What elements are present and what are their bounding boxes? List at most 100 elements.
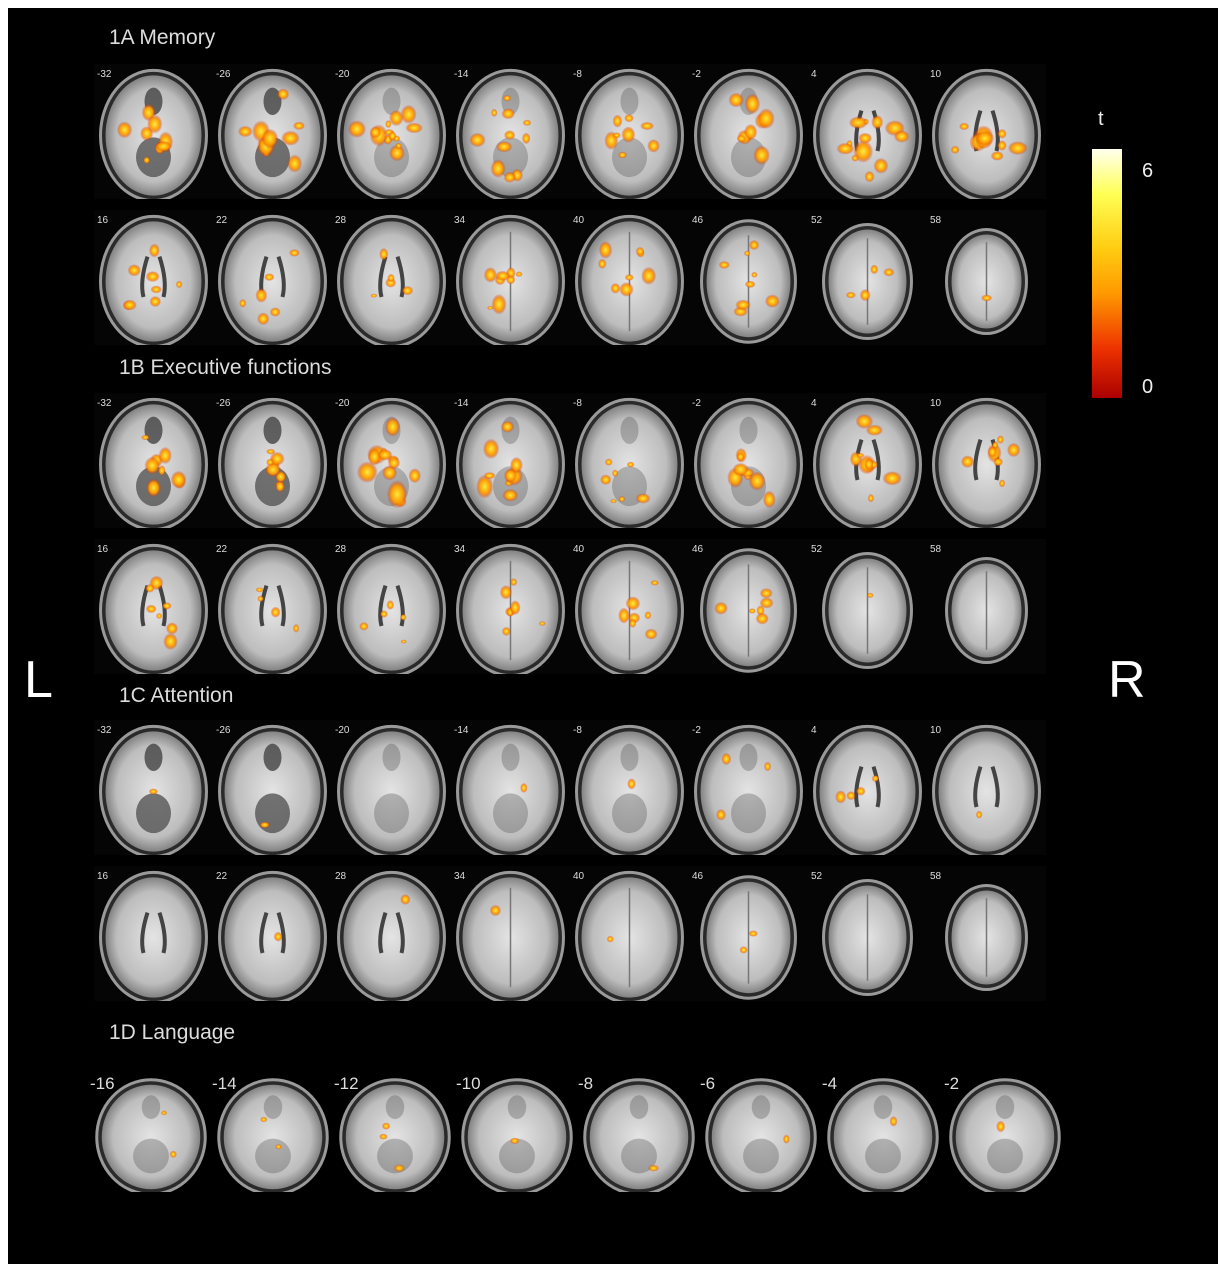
activation-cluster — [716, 809, 727, 821]
brain-slice-panel: 40 — [570, 866, 689, 1001]
brain-slice-image — [218, 543, 327, 674]
activation-cluster — [998, 479, 1006, 488]
activation-cluster — [387, 456, 401, 470]
slice-coordinate-label: 4 — [811, 69, 817, 80]
activation-cluster — [650, 580, 660, 586]
activation-cluster — [621, 126, 636, 143]
activation-cluster — [148, 788, 159, 795]
slice-coordinate-label: 4 — [811, 398, 817, 409]
activation-cluster — [289, 249, 300, 257]
brain-slice-image — [932, 724, 1041, 855]
activation-cluster — [625, 596, 641, 611]
activation-cluster — [865, 424, 883, 436]
brain-slice-panel: -32 — [94, 393, 213, 528]
brain-slice-panel: -32 — [94, 64, 213, 199]
activation-cluster — [993, 457, 1004, 467]
orbital-region — [141, 1095, 161, 1120]
brain-slice-image — [822, 551, 913, 670]
activation-cluster — [718, 261, 730, 269]
activation-cluster — [503, 130, 516, 140]
activation-cluster — [143, 156, 151, 164]
colorbar-title: t — [1098, 108, 1104, 130]
activation-cluster — [641, 266, 657, 285]
activation-cluster — [490, 159, 506, 178]
section-title-attention: 1C Attention — [119, 684, 234, 707]
orbital-region — [263, 87, 282, 116]
activation-cluster — [644, 611, 652, 620]
brain-slice-image — [218, 724, 327, 855]
activation-cluster — [743, 250, 751, 257]
activation-cluster — [864, 458, 874, 471]
brain-slice-panel: -6 — [700, 1074, 822, 1192]
activation-cluster — [482, 438, 500, 459]
activation-cluster — [500, 420, 515, 433]
brain-slice-panel: 4 — [808, 64, 927, 199]
activation-cluster — [257, 595, 264, 602]
brain-slice-panel: -14 — [451, 393, 570, 528]
activation-cluster — [145, 583, 155, 593]
orbital-region — [620, 416, 639, 445]
activation-cluster — [377, 449, 393, 461]
left-ventricle — [259, 585, 269, 627]
activation-cluster — [612, 114, 623, 128]
brain-slice-image — [700, 875, 797, 1000]
brain-slice-image — [337, 870, 446, 1001]
slice-coordinate-label: 46 — [692, 871, 704, 882]
activation-cluster — [487, 305, 494, 310]
slice-coordinate-label: 22 — [216, 871, 228, 882]
orbital-region — [263, 416, 282, 445]
brain-tissue — [467, 1084, 567, 1190]
activation-cluster — [175, 280, 183, 289]
brain-slice-panel: -8 — [578, 1074, 700, 1192]
activation-cluster — [598, 258, 607, 269]
activation-cluster — [483, 267, 497, 283]
activation-cluster — [743, 123, 758, 141]
cerebellum-region — [731, 793, 766, 834]
activation-cluster — [538, 621, 546, 626]
activation-cluster — [835, 790, 847, 804]
orbital-region — [629, 1095, 649, 1120]
colorbar-max-label: 6 — [1142, 160, 1154, 182]
brain-slice-image — [218, 68, 327, 199]
activation-cluster — [617, 151, 628, 159]
slice-coordinate-label: 40 — [573, 871, 585, 882]
activation-cluster — [759, 588, 773, 599]
activation-cluster — [735, 299, 751, 311]
orbital-region — [501, 743, 520, 772]
cerebellum-region — [255, 1138, 291, 1174]
activation-cluster — [990, 151, 1004, 161]
activation-cluster — [255, 288, 268, 303]
activation-cluster — [714, 601, 728, 615]
brain-slice-image — [705, 1078, 817, 1192]
brain-tissue — [224, 877, 321, 998]
brain-slice-panel: 46 — [689, 866, 808, 1001]
activation-cluster — [499, 585, 513, 600]
right-ventricle — [395, 912, 405, 954]
section-title-language: 1D Language — [109, 1021, 236, 1044]
activation-cluster — [618, 607, 630, 624]
activation-cluster — [648, 1164, 660, 1172]
brain-slice-panel: -14 — [451, 64, 570, 199]
slice-coordinate-label: -10 — [456, 1074, 481, 1093]
brain-tissue — [223, 1084, 323, 1190]
slice-coordinate-label: 10 — [930, 725, 942, 736]
activation-cluster — [612, 132, 621, 139]
left-ventricle — [973, 766, 983, 808]
colorbar-min-label: 0 — [1142, 376, 1154, 398]
activation-cluster — [736, 451, 745, 462]
activation-cluster — [610, 282, 621, 294]
brain-slice-panel: -26 — [213, 393, 332, 528]
cerebellum-region — [374, 793, 409, 834]
activation-cluster — [239, 299, 247, 308]
cerebellum-region — [133, 1138, 169, 1174]
activation-cluster — [635, 493, 651, 504]
brain-tissue — [345, 1084, 445, 1190]
activation-cluster — [161, 602, 172, 610]
activation-cluster — [624, 274, 634, 281]
brain-slice-panel: 40 — [570, 210, 689, 345]
brain-slice-panel: 34 — [451, 210, 570, 345]
slice-coordinate-label: -2 — [692, 725, 701, 736]
slice-coordinate-label: 58 — [930, 871, 942, 882]
activation-cluster — [386, 480, 408, 509]
left-ventricle — [973, 439, 983, 481]
